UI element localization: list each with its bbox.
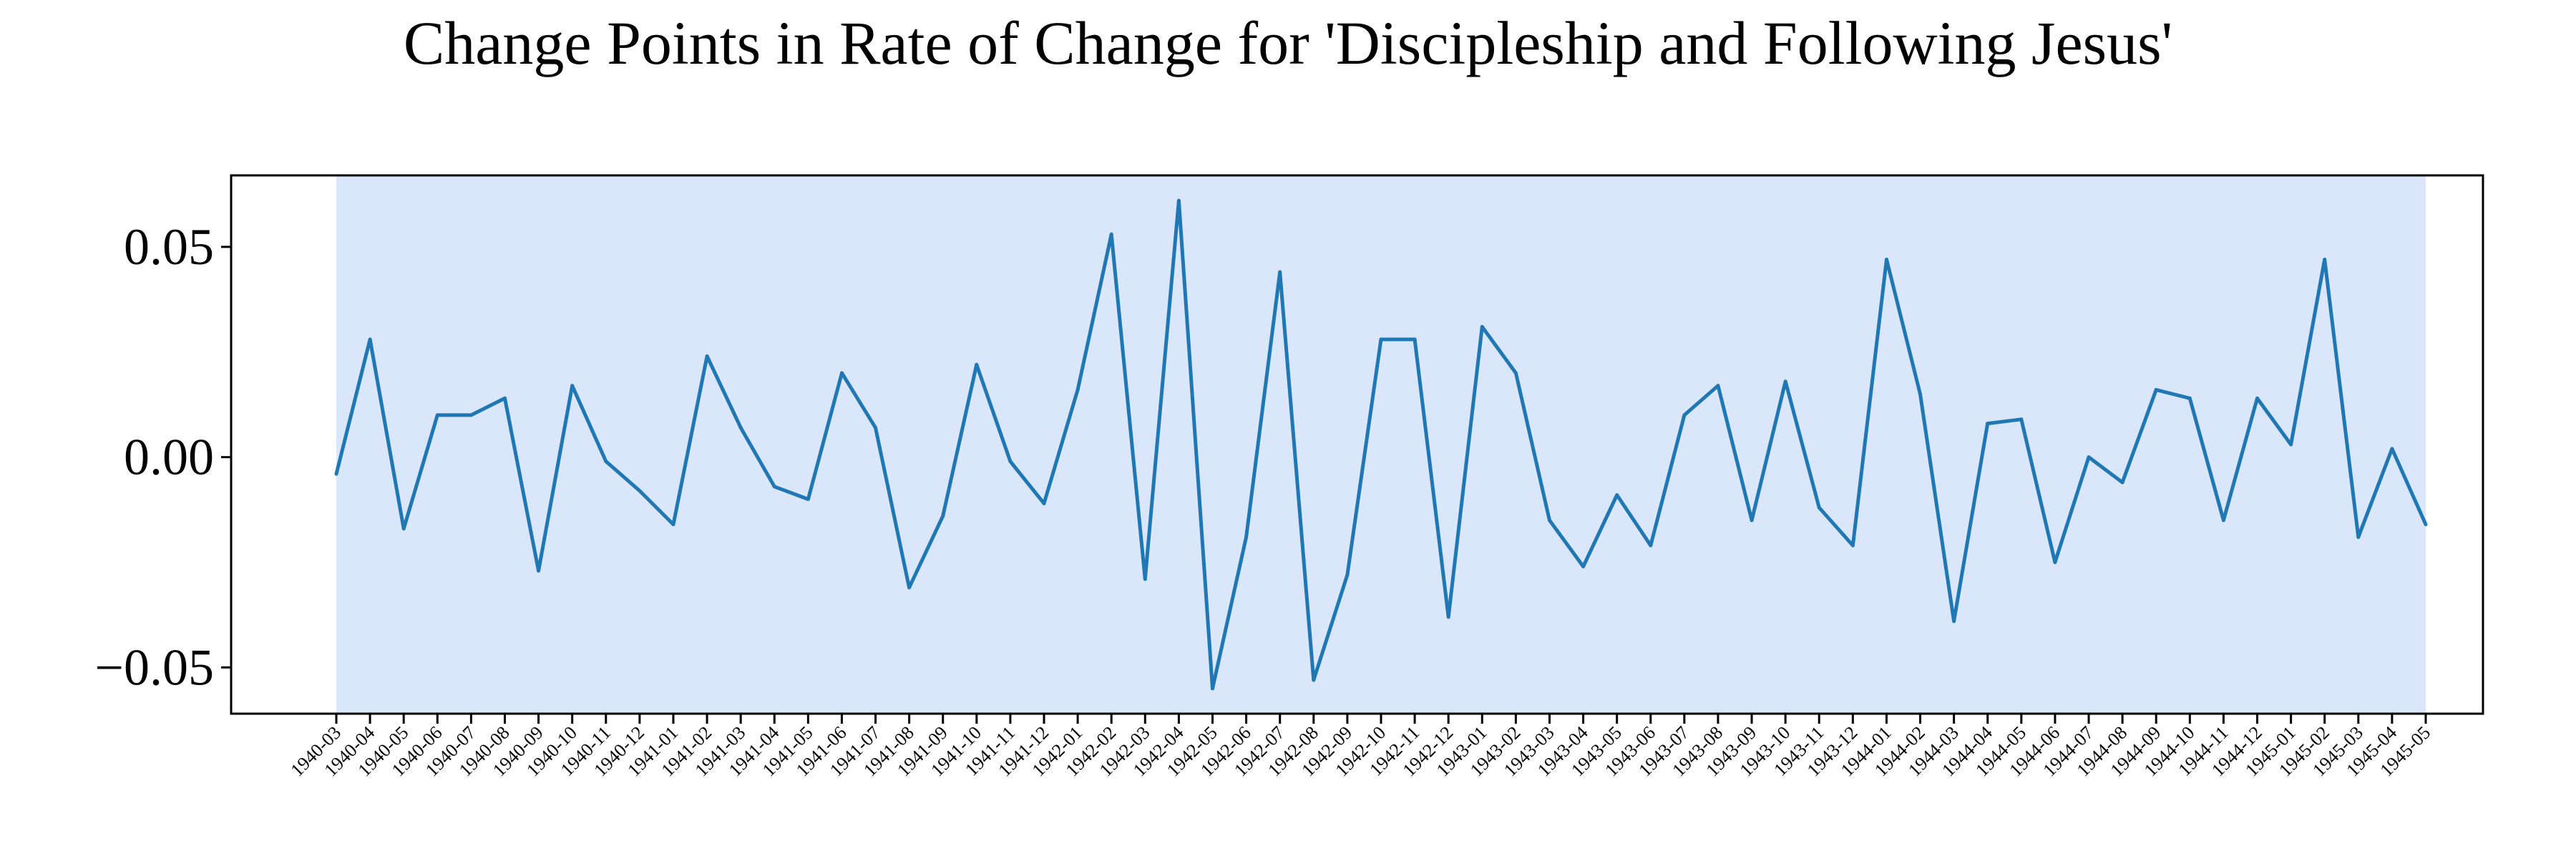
data-point (2053, 560, 2057, 564)
data-point (2154, 388, 2158, 392)
data-point (638, 489, 642, 493)
data-point (1244, 535, 1249, 539)
data-point (2390, 447, 2394, 451)
data-point (2221, 518, 2225, 523)
data-point (1581, 564, 1586, 568)
data-point (1513, 371, 1518, 375)
data-point (2424, 523, 2428, 527)
data-point (1176, 198, 1181, 203)
data-point (334, 472, 338, 476)
data-point (503, 396, 507, 400)
data-point (975, 362, 979, 367)
data-point (1750, 518, 1754, 523)
data-point (537, 568, 541, 573)
data-point (2323, 258, 2327, 261)
data-point (1075, 388, 1080, 392)
data-point (1413, 337, 1417, 341)
data-point (907, 586, 912, 590)
data-point (671, 523, 675, 527)
data-point (1211, 686, 1214, 691)
data-point (1682, 413, 1687, 417)
data-point (1278, 270, 1282, 274)
data-point (2120, 480, 2124, 485)
data-point (1716, 384, 1720, 388)
data-point (1345, 573, 1350, 577)
data-point (435, 413, 439, 417)
data-point (1109, 232, 1113, 236)
data-point (772, 485, 776, 489)
data-point (806, 497, 810, 501)
data-point (1615, 493, 1619, 497)
data-point (2356, 535, 2361, 539)
chart-title: Change Points in Rate of Change for 'Dis… (403, 9, 2173, 77)
data-point (2019, 417, 2024, 422)
x-axis: 1940-031940-041940-051940-061940-071940-… (286, 714, 2434, 781)
data-point (1446, 615, 1450, 619)
data-point (2187, 396, 2192, 400)
data-point (401, 527, 406, 530)
data-point (705, 354, 709, 359)
data-point (1850, 543, 1855, 548)
y-tick-label: 0.05 (124, 218, 214, 276)
data-point (1986, 422, 1990, 426)
data-point (469, 413, 473, 417)
data-point (1379, 337, 1383, 341)
data-point (1952, 619, 1956, 623)
y-tick-label: 0.00 (124, 429, 214, 486)
data-point (840, 371, 844, 375)
data-point (2087, 455, 2091, 460)
data-point (1548, 518, 1551, 523)
data-point (874, 426, 877, 430)
data-point (570, 384, 575, 388)
data-point (604, 460, 608, 463)
data-point (738, 426, 743, 430)
data-point (941, 514, 945, 518)
data-point (1143, 577, 1147, 581)
y-axis: −0.05 0.00 0.05 (94, 218, 231, 696)
data-point (2255, 396, 2259, 400)
data-point (368, 337, 372, 341)
data-point (1312, 678, 1316, 682)
series-layer (334, 198, 2428, 691)
data-point (1042, 501, 1046, 505)
data-point (1008, 460, 1013, 463)
data-point (1649, 543, 1653, 548)
plot-frame (230, 174, 2484, 715)
data-point (1817, 505, 1821, 510)
data-point (1783, 379, 1787, 384)
data-point (1885, 258, 1888, 261)
y-tick-label: −0.05 (94, 639, 214, 696)
change-point-shaded-region (336, 175, 2426, 714)
data-point (1480, 325, 1484, 329)
data-point (1918, 392, 1922, 396)
data-point (2289, 442, 2293, 447)
